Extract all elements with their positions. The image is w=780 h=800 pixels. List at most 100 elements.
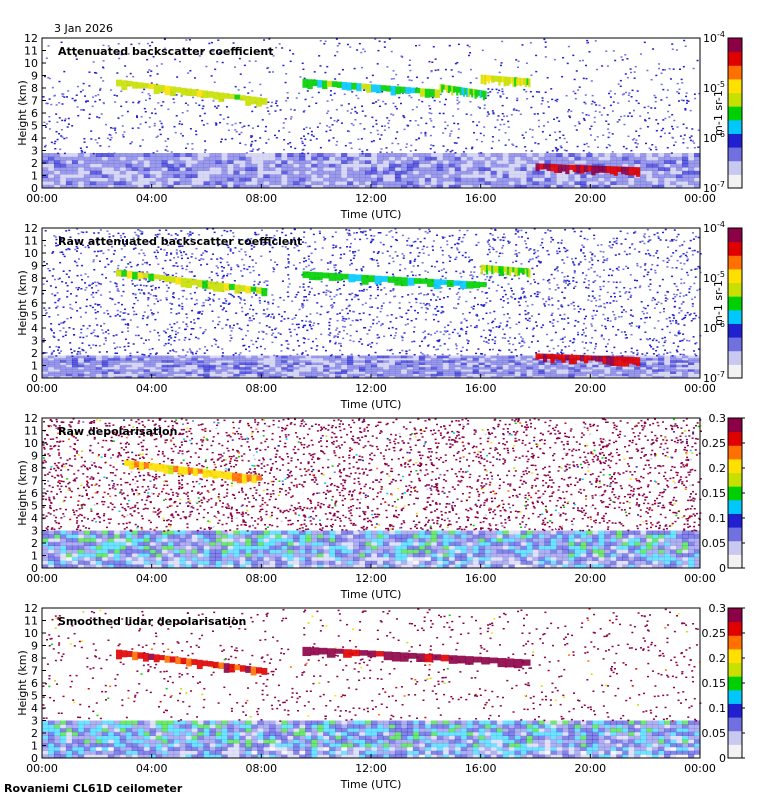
noise-dot: [535, 321, 538, 323]
cloud-cell: [229, 93, 236, 100]
bl-cell: [251, 364, 258, 368]
bl-cell: [113, 181, 121, 185]
x-tick-label: 20:00: [574, 192, 606, 205]
bl-cell: [371, 163, 378, 168]
noise-dot: [69, 316, 72, 319]
bl-cell: [89, 174, 97, 178]
noise-dot: [668, 104, 671, 107]
noise-dot: [329, 318, 332, 320]
noise-dot: [366, 237, 369, 240]
bl-cell: [71, 360, 79, 363]
bl-cell: [436, 357, 444, 361]
noise-dot: [691, 298, 694, 300]
noise-dot: [350, 353, 353, 356]
bl-cell: [484, 375, 492, 379]
noise-dot: [318, 55, 321, 57]
noise-dot: [582, 331, 585, 334]
bl-cell: [47, 371, 55, 374]
noise-dot: [355, 294, 358, 297]
noise-dot: [195, 102, 198, 104]
bl-cell: [131, 364, 139, 368]
noise-dot: [509, 336, 512, 339]
bl-cell: [430, 184, 438, 189]
bl-cell: [65, 360, 73, 363]
noise-dot: [387, 122, 390, 124]
noise-dot: [431, 96, 434, 99]
noise-dot: [442, 268, 445, 270]
bl-cell: [371, 160, 378, 164]
noise-dot: [392, 77, 395, 80]
noise-dot: [229, 325, 232, 327]
bl-cell: [694, 177, 701, 182]
bl-cell: [478, 153, 486, 157]
bl-cell: [293, 360, 300, 363]
bl-cell: [299, 366, 306, 370]
noise-dot: [254, 106, 257, 108]
cloud-cell: [587, 165, 592, 172]
bl-cell: [502, 364, 510, 368]
noise-dot: [606, 65, 609, 67]
bl-cell: [209, 364, 216, 368]
noise-dot: [680, 99, 683, 101]
noise-dot: [370, 346, 373, 348]
noise-dot: [262, 151, 265, 154]
noise-dot: [580, 250, 583, 252]
noise-dot: [77, 232, 80, 235]
bl-cell: [652, 184, 659, 189]
bl-cell: [676, 181, 683, 185]
bl-cell: [436, 373, 444, 377]
noise-dot: [191, 353, 194, 355]
bl-cell: [281, 181, 288, 185]
noise-dot: [470, 306, 473, 308]
bl-cell: [365, 355, 372, 359]
noise-dot: [57, 349, 60, 351]
noise-dot: [63, 152, 66, 155]
cloud-cell: [602, 165, 607, 173]
bl-cell: [89, 369, 97, 372]
noise-dot: [117, 116, 120, 119]
bl-cell: [293, 163, 300, 168]
bl-cell: [53, 177, 61, 182]
bl-cell: [628, 371, 635, 374]
bl-cell: [664, 360, 671, 363]
noise-dot: [271, 101, 274, 104]
noise-dot: [532, 327, 535, 329]
noise-dot: [646, 304, 649, 307]
noise-dot: [164, 343, 167, 345]
bl-cell: [143, 357, 151, 361]
bl-cell: [119, 163, 127, 168]
bl-cell: [472, 371, 480, 374]
noise-dot: [314, 248, 317, 250]
noise-dot: [195, 133, 198, 136]
bl-cell: [454, 371, 462, 374]
noise-dot: [135, 264, 138, 267]
noise-dot: [416, 247, 419, 249]
noise-dot: [471, 277, 474, 280]
noise-dot: [232, 232, 235, 234]
bl-cell: [550, 160, 557, 164]
noise-dot: [525, 90, 528, 93]
noise-dot: [649, 289, 652, 291]
bl-cell: [628, 184, 635, 189]
bl-cell: [670, 153, 677, 157]
noise-dot: [309, 139, 312, 141]
bl-cell: [676, 163, 683, 168]
bl-cell: [388, 364, 396, 368]
bl-cell: [233, 366, 240, 370]
noise-dot: [114, 352, 117, 354]
bl-cell: [233, 375, 240, 379]
noise-dot: [255, 294, 258, 296]
noise-dot: [242, 345, 245, 347]
noise-dot: [650, 78, 653, 81]
bl-cell: [173, 375, 181, 379]
noise-dot: [561, 291, 564, 294]
noise-dot: [375, 322, 378, 325]
noise-dot: [286, 91, 289, 94]
bl-cell: [65, 177, 73, 182]
noise-dot: [668, 116, 671, 118]
noise-dot: [498, 89, 501, 92]
noise-dot: [241, 258, 244, 261]
noise-dot: [442, 112, 445, 115]
noise-dot: [334, 341, 337, 344]
noise-dot: [428, 60, 431, 63]
